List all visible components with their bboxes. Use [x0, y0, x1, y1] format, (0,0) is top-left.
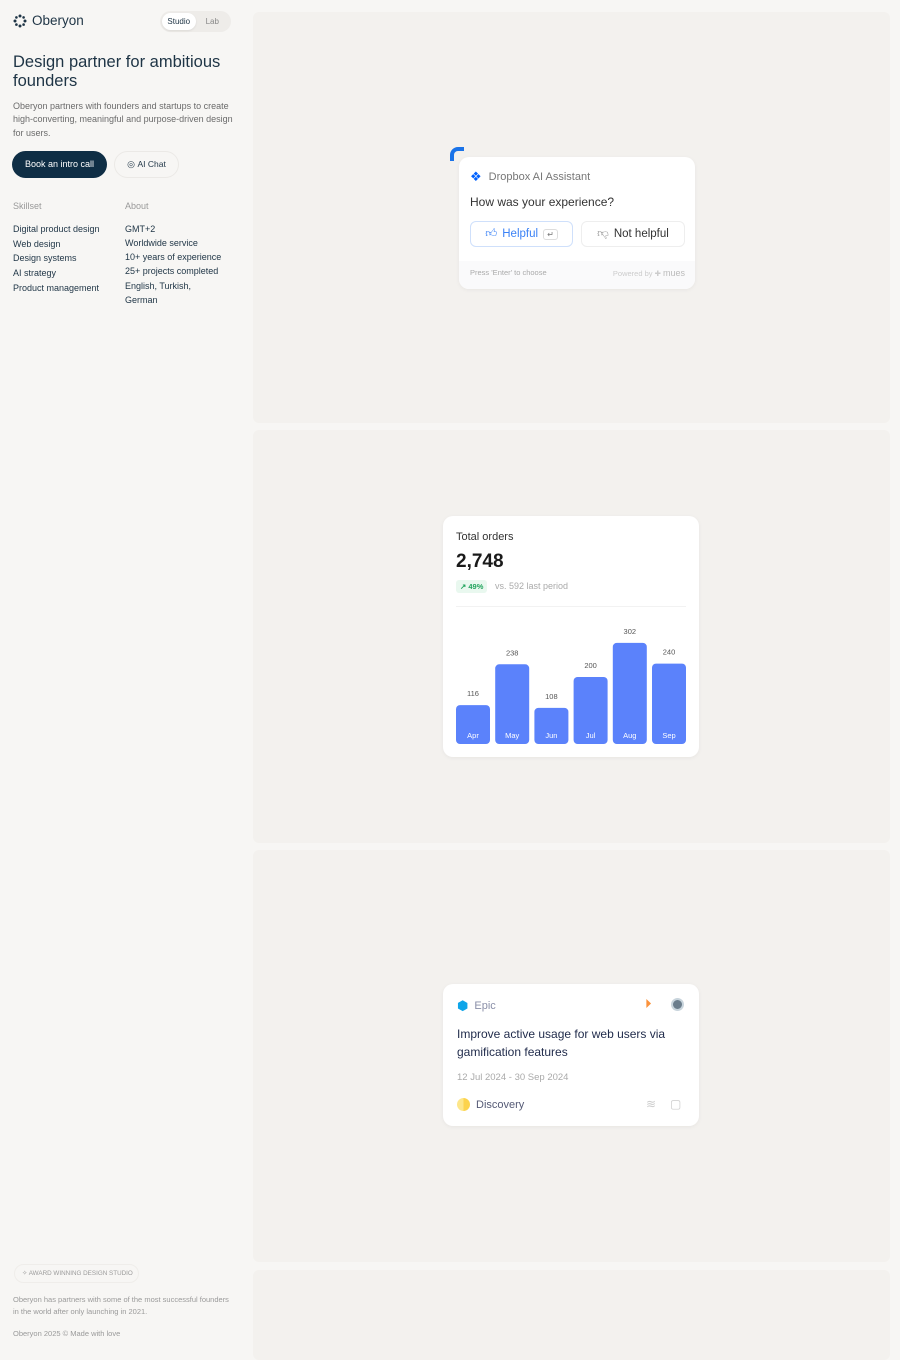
cursor-corner — [450, 147, 464, 161]
award-text: AWARD WINNING DESIGN STUDIO — [28, 1270, 133, 1277]
about-item: English, Turkish, German — [125, 280, 192, 305]
arrow-up-right-icon: ↗ — [460, 582, 469, 591]
ai-chat-label: AI Chat — [137, 159, 166, 169]
dropbox-icon: ❖ — [470, 169, 482, 184]
comments-icon[interactable]: ▢ — [670, 1097, 682, 1111]
sparkle-icon: ✧ — [22, 1270, 29, 1277]
chat-icon: ◎ — [127, 159, 138, 169]
category-label: Apr — [467, 731, 479, 740]
toggle-studio[interactable]: Studio — [162, 13, 196, 30]
thumbs-down-icon: 👎︎ — [597, 228, 609, 240]
skill-item: AI strategy — [13, 268, 57, 279]
tag-icon[interactable]: ⏵ — [645, 996, 652, 1011]
brand-name: Oberyon — [32, 13, 84, 28]
avatar[interactable] — [671, 998, 684, 1011]
helpful-label: Helpful — [502, 228, 539, 240]
skill-item: Design systems — [13, 253, 77, 264]
showcase-tile-next — [253, 1270, 890, 1360]
hero-description: Oberyon partners with founders and start… — [13, 101, 233, 138]
category-label: May — [505, 731, 519, 740]
skillset-heading: Skillset — [13, 201, 42, 211]
enter-hint: Press 'Enter' to choose — [470, 268, 547, 277]
skill-item: Product management — [13, 282, 100, 293]
hexagon-icon: ⬢ — [457, 998, 469, 1013]
value-label: 200 — [584, 661, 597, 670]
comparison-text: vs. 592 last period — [495, 581, 569, 591]
status: Discovery — [457, 1098, 524, 1111]
bar-jun — [534, 707, 569, 744]
ai-chat-button[interactable]: ◎ AI Chat — [114, 151, 179, 178]
orders-title: Total orders — [456, 531, 514, 543]
page-title: Design partner for ambitious founders — [13, 53, 221, 90]
award-badge: ✧ AWARD WINNING DESIGN STUDIO — [14, 1264, 139, 1283]
logo-icon — [13, 14, 27, 27]
book-intro-call-button[interactable]: Book an intro call — [12, 151, 107, 178]
skill-item: Web design — [13, 238, 61, 249]
mode-toggle[interactable]: Studio Lab — [160, 11, 231, 32]
brand-logo[interactable]: Oberyon — [13, 13, 84, 28]
orders-total: 2,748 — [456, 551, 504, 572]
category-label: Aug — [623, 731, 636, 740]
bar-apr — [456, 705, 490, 744]
category-label: Jul — [586, 731, 596, 740]
assistant-name: Dropbox AI Assistant — [488, 171, 591, 183]
layers-icon[interactable]: ≋ — [646, 1097, 657, 1111]
value-label: 238 — [506, 648, 519, 657]
about-item: 10+ years of experience — [125, 252, 222, 263]
about-heading: About — [125, 201, 149, 211]
bar-sep — [652, 663, 686, 744]
about-item: GMT+2 — [125, 223, 156, 234]
epic-title: Improve active usage for web users via g… — [457, 1027, 666, 1059]
feedback-card: ❖ Dropbox AI Assistant How was your expe… — [459, 157, 695, 289]
skillset-list: Skillset Digital product design Web desi… — [13, 199, 100, 296]
not-helpful-button[interactable]: 👎︎ Not helpful — [581, 221, 685, 247]
epic-type: Epic — [474, 1000, 496, 1012]
epic-card[interactable]: ⬢ Epic ⏵ Improve active usage for web us… — [443, 984, 699, 1126]
about-list: About GMT+2 Worldwide service 10+ years … — [125, 199, 235, 307]
not-helpful-label: Not helpful — [613, 228, 669, 240]
orders-card: Total orders 2,748 ↗ 49% vs. 592 last pe… — [443, 516, 699, 757]
change-value: 49% — [468, 582, 484, 591]
toggle-lab[interactable]: Lab — [205, 17, 219, 26]
helpful-button[interactable]: 👍︎ Helpful ↵ — [470, 221, 573, 247]
bar-may — [495, 664, 530, 744]
copyright: Oberyon 2025 © Made with love — [13, 1329, 121, 1338]
bar-jul — [573, 677, 608, 744]
thumbs-up-icon: 👍︎ — [485, 228, 498, 240]
about-item: 25+ projects completed — [125, 266, 219, 277]
category-label: Jun — [545, 731, 557, 740]
feedback-question: How was your experience? — [470, 195, 615, 209]
change-badge: ↗ 49% — [456, 580, 488, 593]
powered-by: Powered by ✚ mues — [613, 268, 685, 278]
powered-by-label: Powered by — [612, 269, 653, 278]
category-label: Sep — [662, 731, 675, 740]
half-circle-icon — [457, 1098, 470, 1111]
orders-bar-chart: 116 Apr 238 May 108 Jun 200 Jul 302 Aug 240 Sep — [456, 627, 686, 744]
epic-dates: 12 Jul 2024 - 30 Sep 2024 — [457, 1072, 569, 1083]
value-label: 108 — [545, 692, 558, 701]
value-label: 302 — [624, 627, 637, 636]
divider — [456, 606, 686, 607]
value-label: 116 — [467, 689, 479, 698]
enter-key-icon: ↵ — [543, 228, 558, 240]
footer-text: Oberyon has partners with some of the mo… — [13, 1295, 229, 1316]
mues-icon: ✚ — [654, 269, 661, 278]
status-label: Discovery — [476, 1098, 525, 1111]
skill-item: Digital product design — [13, 223, 100, 234]
about-item: Worldwide service — [125, 238, 198, 248]
value-label: 240 — [663, 648, 676, 657]
bar-aug — [612, 642, 647, 744]
mues-brand: mues — [662, 268, 685, 278]
